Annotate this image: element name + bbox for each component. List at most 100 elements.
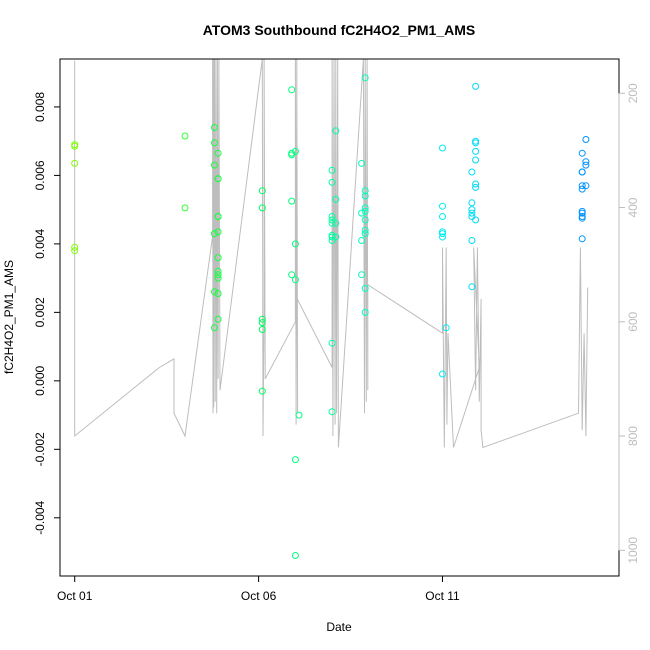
data-point xyxy=(578,168,586,176)
y-tick-label: 0.002 xyxy=(33,297,47,327)
x-axis-label: Date xyxy=(326,620,352,634)
data-point xyxy=(361,207,369,215)
data-point xyxy=(439,233,446,241)
data-point xyxy=(214,274,222,282)
data-point xyxy=(258,204,266,212)
altitude-line xyxy=(74,59,589,449)
y2-tick-label: 600 xyxy=(626,311,640,331)
data-point xyxy=(258,319,266,327)
y2-tick-label: 400 xyxy=(626,197,640,217)
data-point xyxy=(71,159,79,167)
y2-tick-label: 1000 xyxy=(626,537,640,564)
y2-tick-label: 200 xyxy=(626,83,640,103)
data-point xyxy=(361,308,369,316)
data-point xyxy=(361,226,369,234)
data-point xyxy=(258,387,266,395)
data-point xyxy=(328,219,336,227)
data-point xyxy=(468,237,476,244)
data-point xyxy=(211,230,218,238)
data-point xyxy=(361,187,369,195)
data-point xyxy=(291,456,299,464)
data-point xyxy=(358,237,366,244)
data-point xyxy=(328,233,336,241)
data-point xyxy=(214,315,222,323)
data-point xyxy=(439,230,446,238)
data-point xyxy=(214,228,222,236)
data-point xyxy=(328,166,336,174)
data-point xyxy=(582,161,590,169)
y-tick-label: 0.004 xyxy=(33,229,47,259)
data-point xyxy=(71,142,79,150)
data-point xyxy=(472,216,480,224)
y-tick-label: -0.004 xyxy=(33,500,47,534)
data-point xyxy=(439,370,446,378)
data-point xyxy=(291,147,299,155)
data-point xyxy=(472,156,480,164)
data-point xyxy=(582,158,590,166)
plot-area xyxy=(71,59,590,559)
data-point xyxy=(328,339,336,347)
data-point xyxy=(361,230,369,238)
data-point xyxy=(214,290,222,297)
data-point xyxy=(211,139,218,147)
data-point xyxy=(361,204,369,212)
data-point xyxy=(211,124,218,131)
data-point xyxy=(328,178,336,186)
data-point xyxy=(439,202,446,210)
data-point xyxy=(288,197,296,205)
y-tick-label: -0.002 xyxy=(33,432,47,466)
y-tick-label: 0.006 xyxy=(33,160,47,190)
data-point xyxy=(214,213,222,220)
data-point xyxy=(214,267,222,275)
axes: Oct 01 Oct 06 Oct 11 -0.004 -0.002 0.000 0.002… xyxy=(33,58,640,603)
data-point xyxy=(71,247,79,255)
data-point xyxy=(439,144,446,152)
y-tick-label: 0.000 xyxy=(33,366,47,396)
data-point xyxy=(468,199,476,207)
data-point xyxy=(332,195,340,203)
data-point xyxy=(468,168,476,176)
data-point xyxy=(578,214,586,222)
data-point xyxy=(214,149,222,157)
x-tick-label: Oct 11 xyxy=(425,589,460,603)
data-point xyxy=(332,233,340,241)
data-point xyxy=(288,271,296,279)
data-point xyxy=(582,136,590,143)
data-point xyxy=(468,209,476,217)
data-point xyxy=(442,324,450,332)
y-axis-label: fC2H4O2_PM1_AMS xyxy=(2,260,16,374)
data-point xyxy=(328,408,336,416)
data-point xyxy=(578,149,586,157)
chart-title: ATOM3 Southbound fC2H4O2_PM1_AMS xyxy=(203,22,476,38)
y-tick-label: 0.008 xyxy=(33,92,47,122)
data-point xyxy=(288,151,296,159)
data-point xyxy=(291,552,299,559)
data-point xyxy=(258,326,266,333)
x-tick-label: Oct 06 xyxy=(241,589,277,603)
data-point xyxy=(181,204,189,212)
data-point xyxy=(358,159,366,167)
data-point xyxy=(358,209,366,217)
data-point xyxy=(71,243,79,251)
data-point xyxy=(214,271,222,279)
data-point xyxy=(361,284,369,292)
data-point xyxy=(578,182,586,190)
data-point xyxy=(361,192,369,200)
data-point xyxy=(291,240,299,248)
plot-frame xyxy=(59,58,620,577)
data-point xyxy=(361,74,369,82)
y2-tick-label: 800 xyxy=(626,426,640,446)
data-point xyxy=(295,411,303,419)
data-point xyxy=(361,216,369,224)
data-point xyxy=(358,271,366,279)
data-point xyxy=(472,183,480,191)
data-point xyxy=(578,209,586,217)
data-point xyxy=(439,213,446,220)
data-point xyxy=(328,213,336,220)
data-point xyxy=(258,315,266,323)
data-point xyxy=(578,235,586,243)
data-point xyxy=(472,180,480,188)
data-point xyxy=(468,283,476,291)
data-point xyxy=(258,187,266,195)
x-tick-label: Oct 01 xyxy=(57,589,93,603)
